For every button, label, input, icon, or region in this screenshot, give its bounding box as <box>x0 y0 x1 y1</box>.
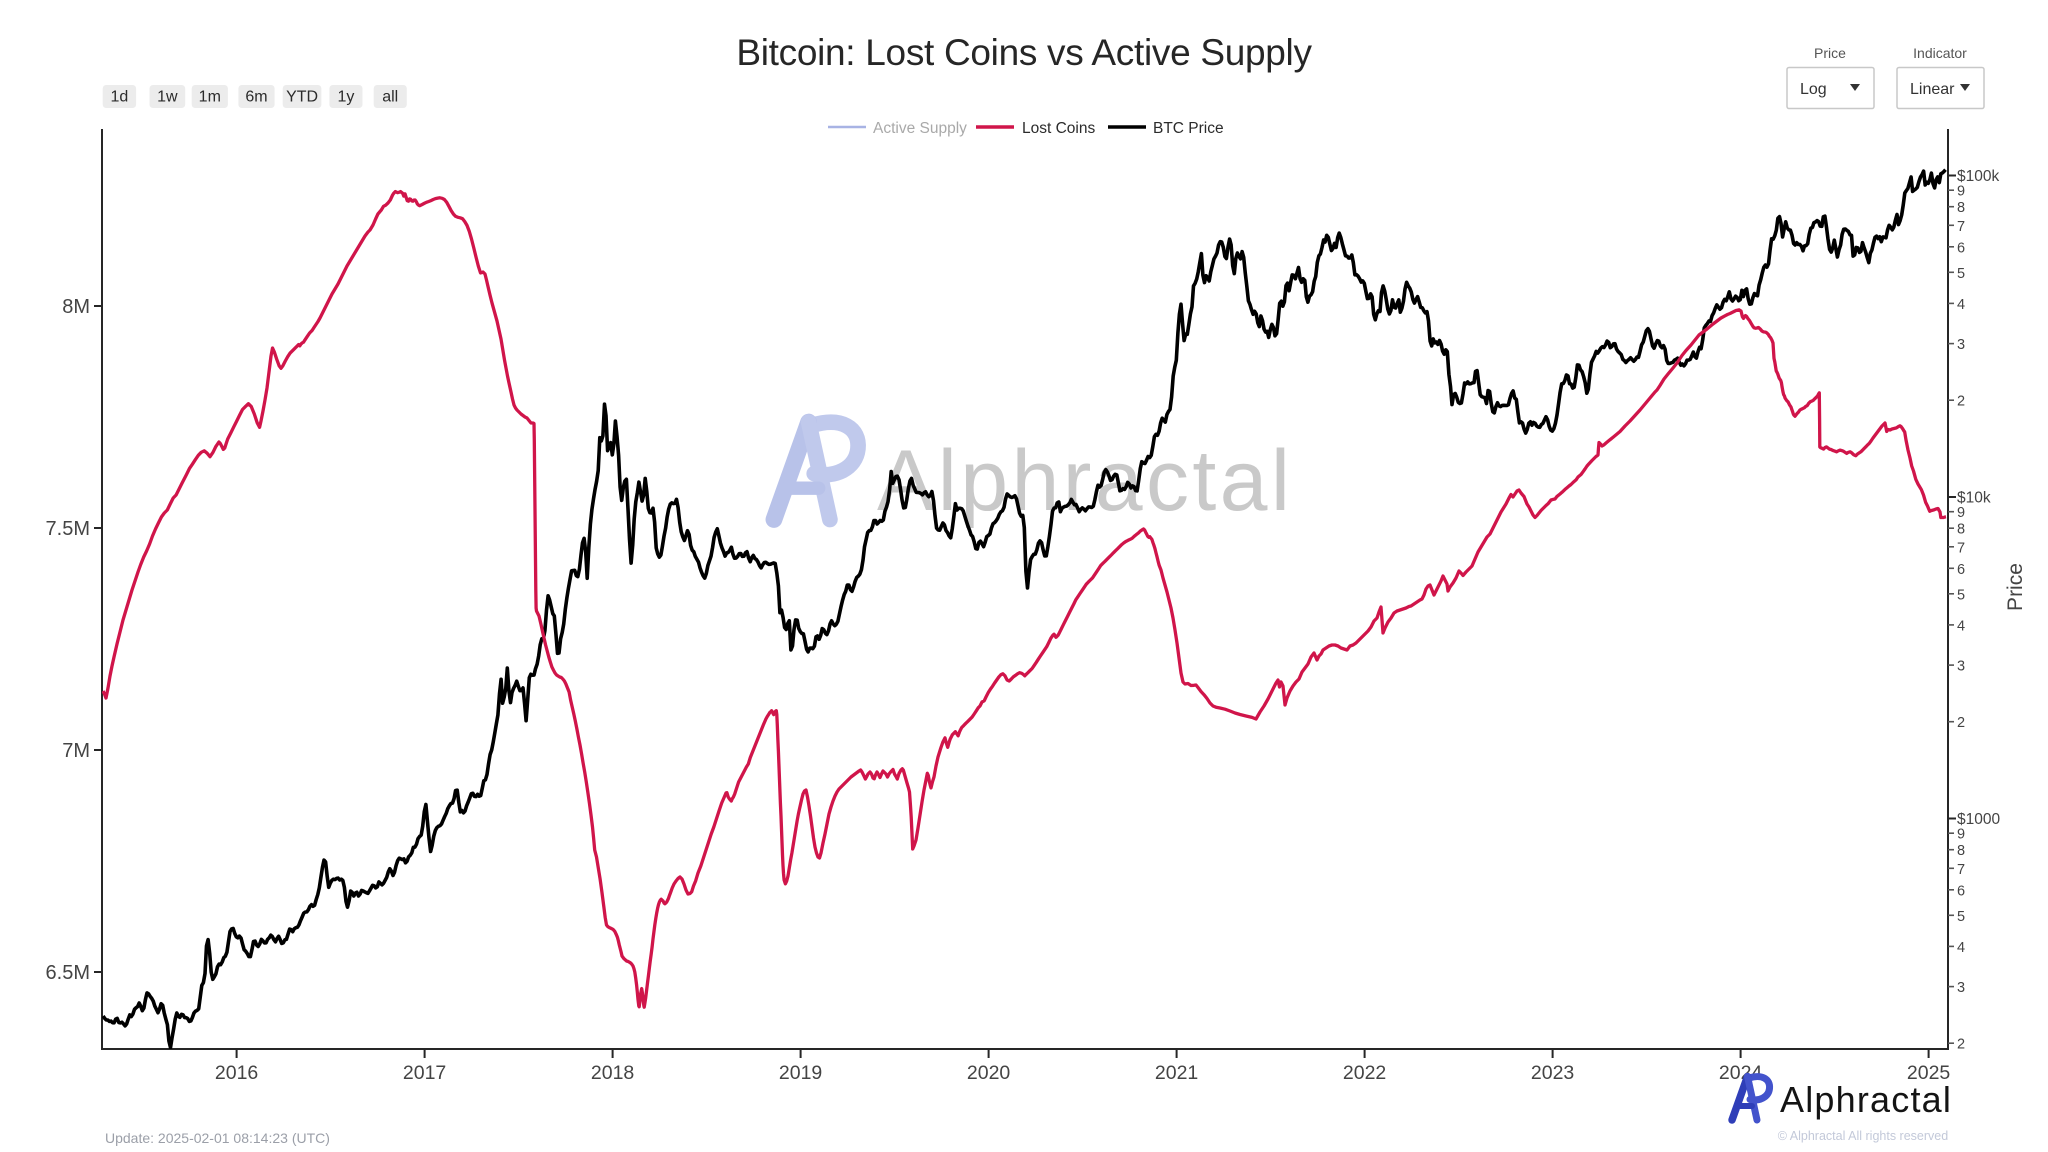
svg-text:3: 3 <box>1957 980 1965 996</box>
svg-text:2016: 2016 <box>215 1062 258 1084</box>
svg-text:2018: 2018 <box>591 1062 634 1084</box>
svg-text:2: 2 <box>1957 394 1965 410</box>
svg-text:5: 5 <box>1957 587 1965 603</box>
svg-text:Price: Price <box>1814 45 1846 61</box>
svg-text:1w: 1w <box>157 89 178 106</box>
svg-text:6m: 6m <box>245 89 267 106</box>
svg-text:5: 5 <box>1957 909 1965 925</box>
svg-text:Linear: Linear <box>1910 81 1955 98</box>
svg-text:4: 4 <box>1957 618 1965 634</box>
svg-text:3: 3 <box>1957 337 1965 353</box>
svg-text:2022: 2022 <box>1343 1062 1386 1084</box>
svg-text:1m: 1m <box>199 89 221 106</box>
svg-text:8: 8 <box>1957 843 1965 859</box>
svg-text:7: 7 <box>1957 219 1965 235</box>
svg-text:6.5M: 6.5M <box>46 962 90 984</box>
svg-text:1d: 1d <box>111 89 129 106</box>
svg-text:6: 6 <box>1957 240 1965 256</box>
svg-text:2017: 2017 <box>403 1062 446 1084</box>
svg-text:Update: 2025-02-01 08:14:23 (U: Update: 2025-02-01 08:14:23 (UTC) <box>105 1130 330 1146</box>
svg-text:2025: 2025 <box>1907 1062 1951 1084</box>
svg-text:8: 8 <box>1957 200 1965 216</box>
svg-text:2019: 2019 <box>779 1062 822 1084</box>
svg-text:6: 6 <box>1957 562 1965 578</box>
svg-text:2020: 2020 <box>967 1062 1011 1084</box>
svg-text:Active Supply: Active Supply <box>873 120 967 137</box>
svg-text:9: 9 <box>1957 184 1965 200</box>
svg-text:all: all <box>382 89 398 106</box>
svg-text:2: 2 <box>1957 1037 1965 1053</box>
svg-text:7: 7 <box>1957 862 1965 878</box>
svg-text:4: 4 <box>1957 940 1965 956</box>
svg-text:9: 9 <box>1957 827 1965 843</box>
svg-text:Bitcoin: Lost Coins vs Active: Bitcoin: Lost Coins vs Active Supply <box>736 32 1312 73</box>
svg-text:$1000: $1000 <box>1957 811 2000 828</box>
svg-text:BTC Price: BTC Price <box>1153 120 1224 137</box>
svg-text:© Alphractal All rights reserv: © Alphractal All rights reserved <box>1778 1129 1948 1143</box>
svg-text:Alphractal: Alphractal <box>877 433 1293 529</box>
svg-text:7M: 7M <box>62 740 90 762</box>
svg-text:Price: Price <box>2004 563 2027 611</box>
svg-text:Lost Coins: Lost Coins <box>1022 120 1095 137</box>
svg-text:3: 3 <box>1957 659 1965 675</box>
svg-text:$10k: $10k <box>1957 490 1991 507</box>
svg-text:Alphractal: Alphractal <box>1780 1079 1952 1120</box>
svg-text:4: 4 <box>1957 297 1965 313</box>
svg-text:2021: 2021 <box>1155 1062 1198 1084</box>
svg-text:YTD: YTD <box>286 89 318 106</box>
svg-text:7.5M: 7.5M <box>46 518 90 540</box>
svg-text:8: 8 <box>1957 522 1965 538</box>
svg-text:2: 2 <box>1957 715 1965 731</box>
svg-text:2024: 2024 <box>1719 1062 1763 1084</box>
svg-text:2023: 2023 <box>1531 1062 1574 1084</box>
svg-text:1y: 1y <box>337 89 354 106</box>
svg-text:7: 7 <box>1957 540 1965 556</box>
svg-text:9: 9 <box>1957 505 1965 521</box>
svg-text:8M: 8M <box>62 296 90 318</box>
svg-text:Indicator: Indicator <box>1913 45 1967 61</box>
svg-text:Log: Log <box>1800 81 1827 98</box>
svg-text:6: 6 <box>1957 883 1965 899</box>
svg-text:5: 5 <box>1957 266 1965 282</box>
svg-text:$100k: $100k <box>1957 168 1999 185</box>
